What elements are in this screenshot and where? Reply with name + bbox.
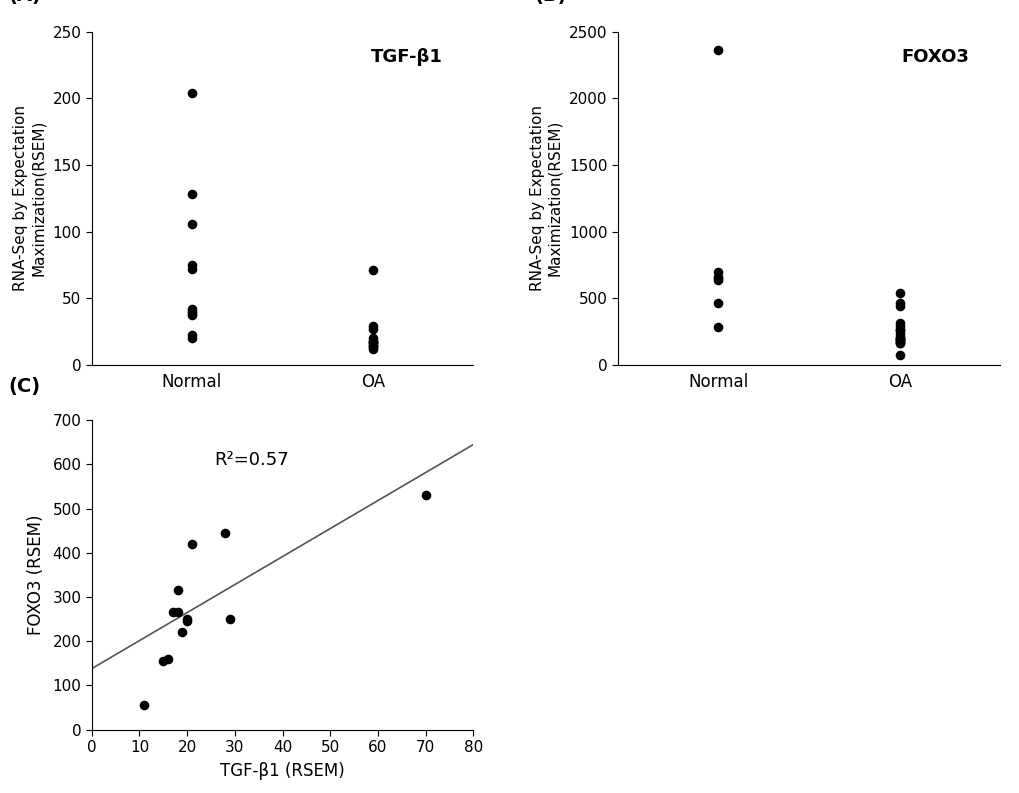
Point: [183, 538, 200, 550]
Point: [709, 321, 726, 334]
Point: [365, 337, 381, 350]
Point: [183, 86, 200, 99]
Point: [891, 300, 907, 312]
Text: FOXO3: FOXO3: [901, 48, 968, 67]
Point: [891, 335, 907, 347]
Point: [365, 339, 381, 352]
Point: [891, 323, 907, 335]
Point: [365, 341, 381, 354]
Point: [222, 613, 238, 626]
Point: [183, 331, 200, 344]
Point: [417, 489, 433, 502]
Point: [217, 527, 233, 539]
Point: [891, 317, 907, 330]
Point: [178, 613, 195, 626]
Point: [164, 606, 180, 619]
Point: [183, 306, 200, 319]
Point: [709, 44, 726, 57]
Point: [183, 259, 200, 271]
Point: [365, 323, 381, 335]
Point: [891, 286, 907, 299]
Point: [891, 331, 907, 344]
Point: [891, 324, 907, 336]
Point: [709, 265, 726, 278]
Y-axis label: FOXO3 (RSEM): FOXO3 (RSEM): [28, 515, 46, 635]
Point: [891, 333, 907, 346]
Point: [169, 606, 185, 619]
Point: [891, 336, 907, 349]
Point: [365, 335, 381, 348]
Point: [891, 325, 907, 338]
Point: [183, 188, 200, 201]
Point: [183, 305, 200, 318]
Point: [160, 653, 176, 665]
Point: [891, 334, 907, 347]
Point: [891, 332, 907, 345]
X-axis label: TGF-β1 (RSEM): TGF-β1 (RSEM): [220, 762, 344, 780]
Y-axis label: RNA-Seq by Expectation
Maximization(RSEM): RNA-Seq by Expectation Maximization(RSEM…: [530, 105, 561, 291]
Point: [891, 328, 907, 340]
Text: (A): (A): [8, 0, 41, 5]
Point: [136, 699, 152, 711]
Point: [183, 309, 200, 322]
Point: [174, 626, 191, 638]
Text: (B): (B): [534, 0, 567, 5]
Point: [709, 272, 726, 285]
Point: [891, 331, 907, 343]
Point: [891, 349, 907, 362]
Point: [365, 320, 381, 332]
Point: [178, 615, 195, 628]
Point: [709, 297, 726, 310]
Point: [365, 331, 381, 344]
Text: R²=0.57: R²=0.57: [214, 451, 288, 469]
Point: [365, 264, 381, 277]
Point: [155, 655, 171, 668]
Point: [709, 273, 726, 285]
Point: [183, 217, 200, 230]
Point: [169, 584, 185, 596]
Point: [891, 320, 907, 332]
Point: [365, 335, 381, 347]
Point: [183, 302, 200, 315]
Point: [183, 262, 200, 275]
Point: [709, 270, 726, 283]
Point: [891, 337, 907, 350]
Text: TGF-β1: TGF-β1: [371, 48, 442, 67]
Point: [365, 335, 381, 348]
Point: [365, 343, 381, 355]
Y-axis label: RNA-Seq by Expectation
Maximization(RSEM): RNA-Seq by Expectation Maximization(RSEM…: [13, 105, 46, 291]
Point: [891, 335, 907, 348]
Point: [183, 329, 200, 342]
Text: (C): (C): [8, 377, 40, 396]
Point: [365, 339, 381, 351]
Point: [891, 297, 907, 310]
